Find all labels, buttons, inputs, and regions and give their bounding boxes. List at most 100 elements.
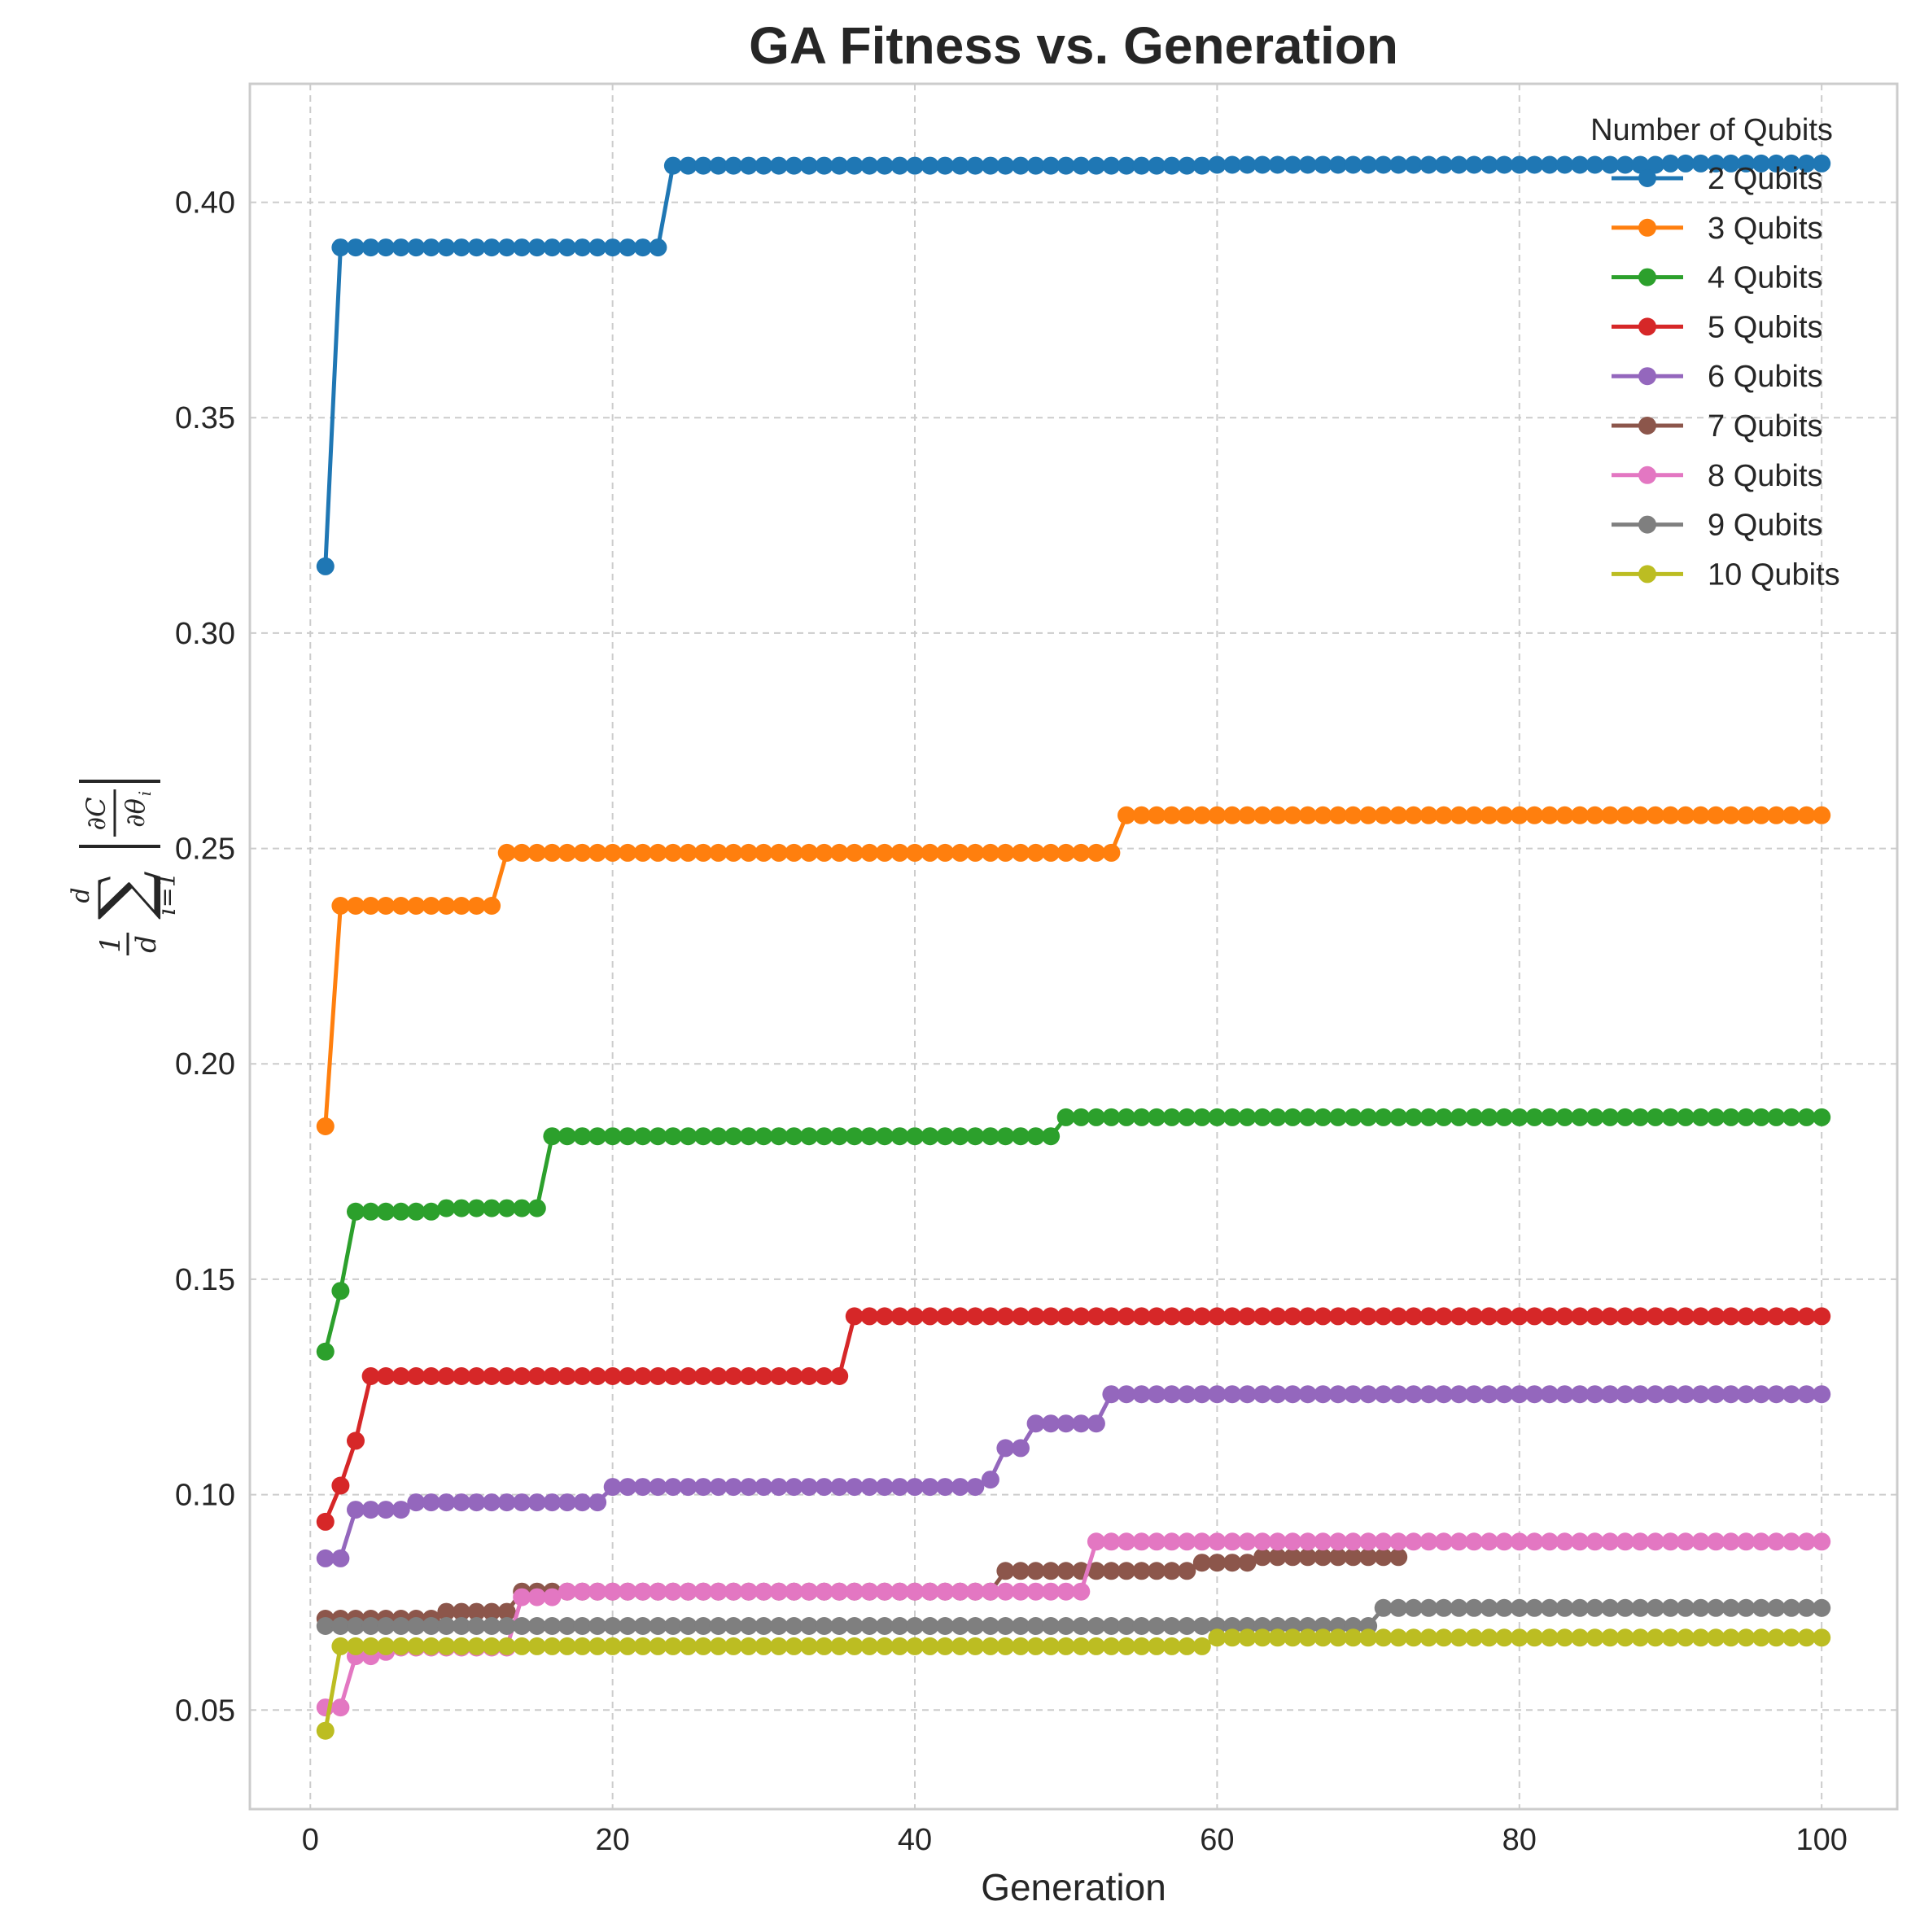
data-point xyxy=(1797,806,1816,824)
data-point xyxy=(800,1582,818,1601)
data-point xyxy=(1389,1532,1408,1551)
data-point xyxy=(1012,843,1030,862)
data-point xyxy=(1148,1307,1166,1326)
data-point xyxy=(830,1478,849,1497)
data-point xyxy=(1691,1532,1710,1551)
legend-item: 9 Qubits xyxy=(1612,509,1823,543)
data-point xyxy=(649,1478,667,1497)
data-point xyxy=(1571,1532,1590,1551)
data-point xyxy=(875,843,894,862)
data-point xyxy=(1571,1628,1590,1647)
y-tick-label: 0.25 xyxy=(175,833,235,867)
data-point xyxy=(1314,1548,1332,1567)
data-point xyxy=(815,1478,833,1497)
data-point xyxy=(453,1367,470,1385)
data-point xyxy=(1192,1637,1211,1655)
data-point xyxy=(483,1637,501,1655)
data-point xyxy=(815,1127,833,1146)
data-point xyxy=(1329,1628,1347,1647)
data-point xyxy=(709,1367,728,1385)
data-point xyxy=(694,1582,713,1601)
data-point xyxy=(347,1501,365,1519)
data-point xyxy=(497,1637,516,1655)
data-point xyxy=(1072,1637,1091,1655)
data-point xyxy=(483,897,501,915)
data-point xyxy=(694,156,713,175)
data-point xyxy=(1510,1307,1529,1326)
data-point xyxy=(1223,1385,1241,1404)
data-point xyxy=(800,843,818,862)
data-point xyxy=(1314,155,1332,174)
data-point xyxy=(1389,1548,1408,1567)
data-point xyxy=(1329,1532,1347,1551)
data-point xyxy=(739,1478,758,1497)
svg-text:∂C: ∂C xyxy=(81,797,112,830)
data-point xyxy=(1223,806,1241,824)
data-point xyxy=(1374,806,1393,824)
data-point xyxy=(1042,1562,1061,1580)
data-point xyxy=(1525,1628,1544,1647)
data-point xyxy=(1813,1598,1831,1617)
data-point xyxy=(1072,1617,1091,1635)
data-point xyxy=(785,1478,803,1497)
data-point xyxy=(1434,1108,1453,1126)
data-point xyxy=(906,1617,924,1635)
data-point xyxy=(1480,1598,1498,1617)
data-point xyxy=(1782,1532,1800,1551)
data-point xyxy=(1601,1628,1620,1647)
data-point xyxy=(1601,1385,1620,1404)
legend-item: 7 Qubits xyxy=(1612,409,1823,444)
data-point xyxy=(1480,155,1498,174)
data-point xyxy=(1148,1562,1166,1580)
data-point xyxy=(1510,1385,1529,1404)
data-point xyxy=(1087,1617,1105,1635)
data-point xyxy=(769,1617,788,1635)
data-point xyxy=(1329,1108,1347,1126)
data-point xyxy=(407,1493,426,1512)
data-point xyxy=(633,1637,652,1655)
data-point xyxy=(1571,1108,1590,1126)
data-point xyxy=(1707,1108,1725,1126)
data-point xyxy=(558,1127,576,1146)
data-point xyxy=(331,1637,350,1655)
data-point xyxy=(860,1617,879,1635)
data-point xyxy=(663,1582,682,1601)
data-point xyxy=(1631,1628,1650,1647)
data-point xyxy=(1646,1108,1664,1126)
data-point xyxy=(422,897,440,915)
data-point xyxy=(1087,1562,1105,1580)
data-point xyxy=(573,843,592,862)
data-point xyxy=(1601,1598,1620,1617)
data-point xyxy=(1132,1562,1151,1580)
data-point xyxy=(739,843,758,862)
data-point xyxy=(815,843,833,862)
data-point xyxy=(1344,1532,1362,1551)
data-point xyxy=(1767,1108,1786,1126)
data-point xyxy=(845,1307,864,1326)
data-point xyxy=(724,1637,743,1655)
data-point xyxy=(739,1367,758,1385)
data-point xyxy=(1450,806,1468,824)
data-point xyxy=(331,1476,350,1495)
data-point xyxy=(558,1493,576,1512)
data-point xyxy=(1737,1532,1756,1551)
data-point xyxy=(1540,155,1559,174)
data-point xyxy=(769,156,788,175)
data-point xyxy=(951,1582,969,1601)
data-point xyxy=(1495,1532,1514,1551)
legend-swatch-marker xyxy=(1638,367,1656,386)
data-point xyxy=(633,1127,652,1146)
data-point xyxy=(573,1637,592,1655)
data-point xyxy=(619,1617,637,1635)
data-point xyxy=(573,1493,592,1512)
data-point xyxy=(1238,1108,1257,1126)
data-point xyxy=(830,1127,849,1146)
svg-text:1: 1 xyxy=(94,935,127,953)
x-tick-label: 80 xyxy=(1502,1823,1537,1857)
data-point xyxy=(921,156,939,175)
data-point xyxy=(1419,806,1438,824)
data-point xyxy=(603,843,622,862)
data-point xyxy=(316,1549,335,1567)
data-point xyxy=(1208,806,1227,824)
data-point xyxy=(1419,1385,1438,1404)
